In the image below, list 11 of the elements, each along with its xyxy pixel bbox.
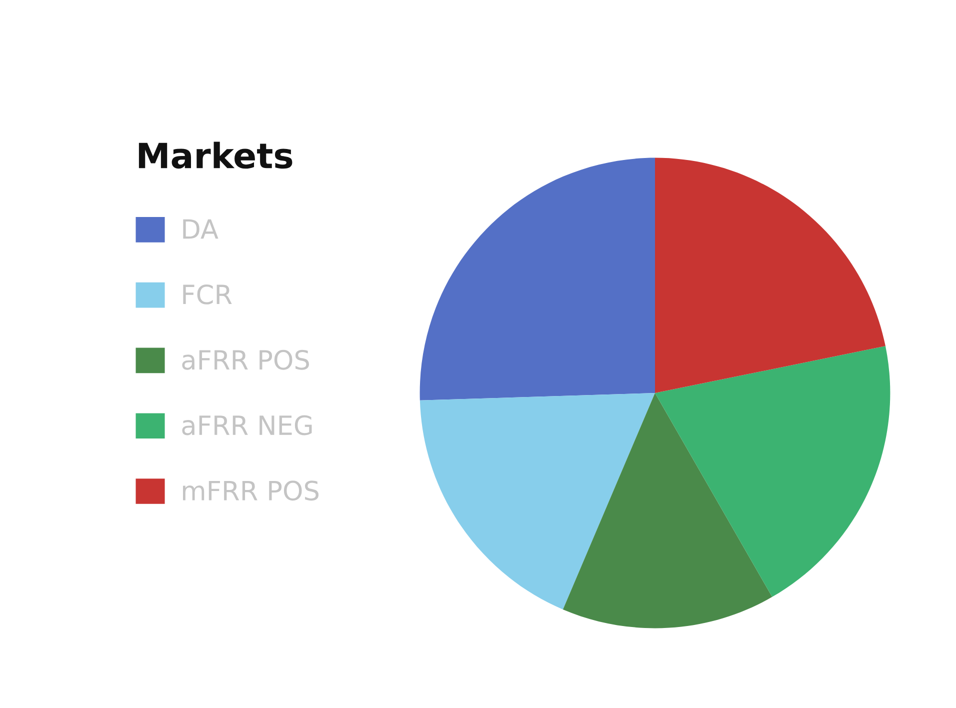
legend-label: aFRR POS (182, 350, 309, 370)
pie-slice (562, 393, 772, 628)
pie-slice (655, 346, 890, 597)
legend-title: Markets (138, 142, 292, 169)
legend-label: aFRR NEG (182, 415, 312, 436)
pie-slice (420, 393, 655, 610)
legend-label: mFRR POS (183, 480, 319, 501)
pie-slice (420, 158, 655, 400)
pie-slice (655, 158, 886, 393)
legend-label: DA (183, 219, 218, 239)
legend-label: FCR (183, 284, 232, 304)
